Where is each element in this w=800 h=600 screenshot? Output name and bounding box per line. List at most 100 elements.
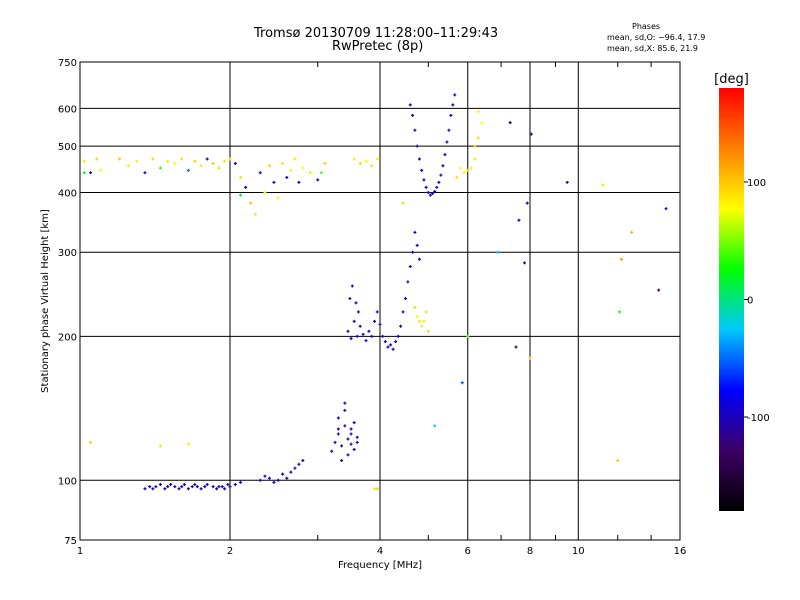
data-point-12-1 <box>82 171 86 175</box>
x-tick-label-4: 8 <box>527 546 533 557</box>
data-point-0-4 <box>158 482 162 486</box>
data-point-5-7 <box>424 185 428 189</box>
data-point-0-23 <box>223 487 227 491</box>
data-point-1-1 <box>263 474 267 478</box>
data-point-11-9 <box>508 121 512 125</box>
data-point-11-10 <box>514 345 518 349</box>
data-point-8-9 <box>158 166 162 170</box>
data-point-2-9 <box>336 416 340 420</box>
data-point-3-11 <box>378 322 382 326</box>
data-point-11-7 <box>460 381 464 385</box>
data-point-8-10 <box>166 159 170 163</box>
data-point-3-22 <box>406 280 410 284</box>
data-point-7-2 <box>462 171 466 175</box>
data-point-11-6 <box>433 424 437 428</box>
data-point-0-3 <box>154 485 158 489</box>
data-point-5-11 <box>433 189 437 193</box>
data-point-0-18 <box>205 482 209 486</box>
data-point-0-27 <box>239 480 243 484</box>
data-point-5-12 <box>435 185 439 189</box>
data-point-9-5 <box>258 171 262 175</box>
data-point-5-3 <box>415 144 419 148</box>
phases-title: Phases <box>632 22 661 31</box>
data-point-2-12 <box>340 458 344 462</box>
data-point-8-1 <box>89 171 93 175</box>
x-tick-label-3: 6 <box>465 546 471 557</box>
data-point-2-3 <box>340 444 344 448</box>
data-point-0-7 <box>169 482 173 486</box>
x-tick-label-2: 4 <box>377 546 383 557</box>
data-point-5-4 <box>417 157 421 161</box>
data-point-5-14 <box>439 173 443 177</box>
data-point-7-8 <box>473 144 477 148</box>
data-point-7-7 <box>480 121 484 125</box>
x-tick-label-5: 10 <box>572 546 585 557</box>
data-point-10-3 <box>370 164 374 168</box>
data-point-12-0 <box>664 207 668 211</box>
data-point-11-5 <box>401 201 405 205</box>
data-point-6-5 <box>424 310 428 314</box>
data-point-8-15 <box>199 164 203 168</box>
data-point-0-10 <box>180 485 184 489</box>
data-point-1-0 <box>258 478 262 482</box>
data-point-6-6 <box>426 329 430 333</box>
data-point-5-9 <box>428 193 432 197</box>
data-point-2-16 <box>343 401 347 405</box>
data-point-1-5 <box>281 472 285 476</box>
data-point-8-20 <box>228 157 232 161</box>
data-point-8-2 <box>95 157 99 161</box>
data-point-3-18 <box>396 334 400 338</box>
data-point-3-8 <box>370 334 374 338</box>
data-point-0-1 <box>148 485 152 489</box>
data-point-2-11 <box>349 432 353 436</box>
data-point-11-22 <box>657 288 661 292</box>
x-axis-label: Frequency [MHz] <box>338 560 422 571</box>
data-point-5-8 <box>426 190 430 194</box>
data-point-2-6 <box>349 427 353 431</box>
colorbar-tick-label-1: 0 <box>747 296 753 307</box>
data-point-9-1 <box>239 175 243 179</box>
data-point-9-18 <box>323 161 327 165</box>
data-point-8-6 <box>135 159 139 163</box>
data-point-3-12 <box>381 334 385 338</box>
data-point-11-13 <box>525 201 529 205</box>
data-point-3-24 <box>411 250 415 254</box>
data-point-0-2 <box>151 487 155 491</box>
data-point-3-14 <box>386 345 390 349</box>
data-point-8-11 <box>173 161 177 165</box>
data-point-0-8 <box>173 485 177 489</box>
data-point-10-0 <box>352 157 356 161</box>
data-point-5-21 <box>453 93 457 97</box>
data-point-3-26 <box>415 243 419 247</box>
data-point-9-2 <box>244 185 248 189</box>
data-point-3-21 <box>403 297 407 301</box>
y-tick-label-2: 200 <box>58 332 77 343</box>
data-point-11-18 <box>616 458 620 462</box>
data-point-3-3 <box>355 334 359 338</box>
y-tick-label-7: 750 <box>58 58 77 69</box>
data-point-8-19 <box>223 159 227 163</box>
data-point-3-1 <box>349 336 353 340</box>
data-point-11-15 <box>529 132 533 136</box>
data-point-9-3 <box>249 201 253 205</box>
y-tick-label-3: 300 <box>58 248 77 259</box>
data-points <box>82 93 668 491</box>
colorbar-tick-label-0: 100 <box>747 178 766 189</box>
colorbar-tick-label-2: -100 <box>747 413 770 424</box>
data-point-3-7 <box>367 329 371 333</box>
data-point-11-2 <box>186 442 190 446</box>
y-tick-label-5: 500 <box>58 142 77 153</box>
data-point-9-14 <box>297 180 301 184</box>
data-point-5-15 <box>441 164 445 168</box>
y-tick-label-6: 600 <box>58 104 77 115</box>
data-point-11-8 <box>466 334 470 338</box>
data-point-11-0 <box>89 440 93 444</box>
data-point-5-20 <box>451 103 455 107</box>
data-point-2-13 <box>346 453 350 457</box>
data-point-1-8 <box>293 466 297 470</box>
data-point-1-3 <box>272 480 276 484</box>
data-point-4-3 <box>356 310 360 314</box>
data-point-0-5 <box>163 487 167 491</box>
data-point-2-7 <box>352 447 356 451</box>
data-point-0-20 <box>215 487 219 491</box>
